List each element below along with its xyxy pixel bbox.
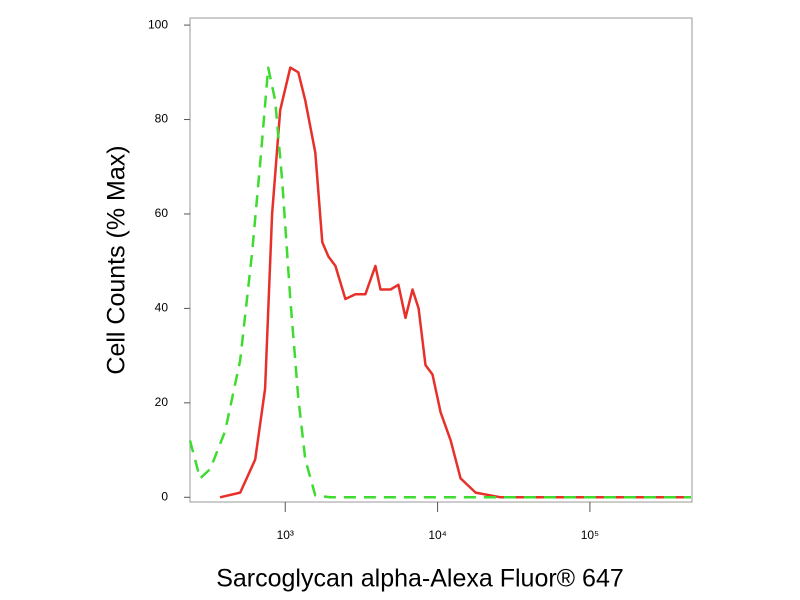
y-axis-title: Cell Counts (% Max) — [103, 145, 131, 374]
y-tick-label: 20 — [155, 395, 169, 409]
y-tick-label: 40 — [155, 301, 169, 315]
x-tick-label: 10⁵ — [581, 528, 599, 542]
y-tick-label: 60 — [155, 206, 169, 220]
series-line — [219, 66, 691, 499]
x-tick-label: 10³ — [277, 528, 294, 542]
y-tick-label: 100 — [148, 17, 168, 31]
x-tick-label: 10⁴ — [428, 528, 447, 542]
plot-frame — [189, 17, 693, 503]
x-axis-title: Sarcoglycan alpha-Alexa Fluor® 647 — [216, 565, 624, 593]
y-tick-label: 0 — [161, 489, 168, 503]
y-tick-label: 80 — [155, 112, 169, 126]
series-line — [188, 66, 691, 499]
